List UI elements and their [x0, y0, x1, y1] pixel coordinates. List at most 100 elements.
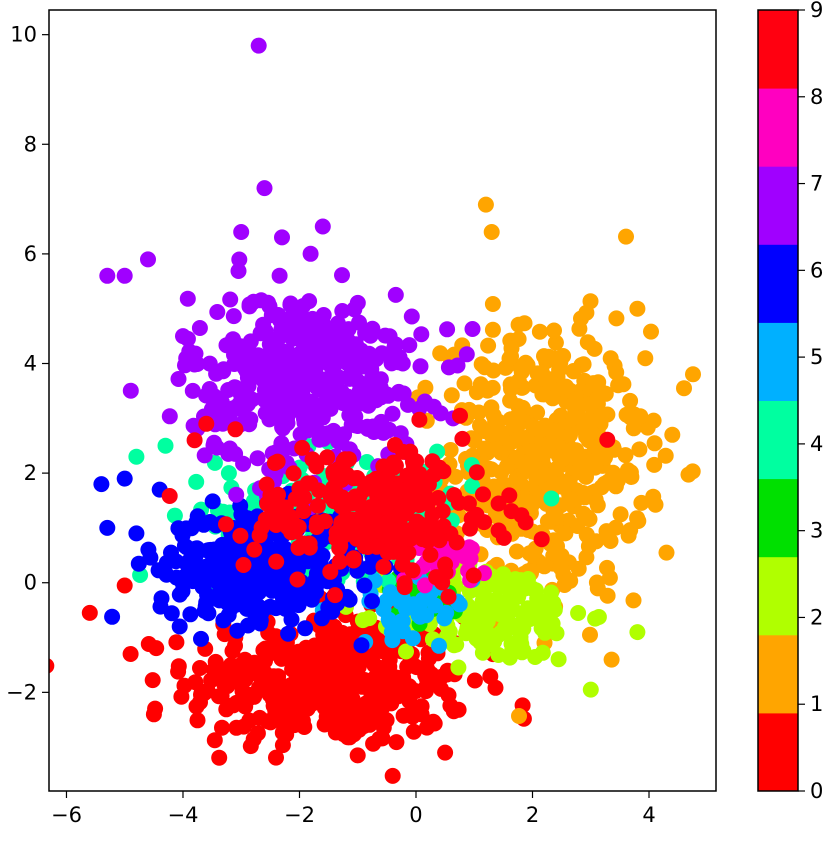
data-point [256, 365, 273, 382]
data-point [214, 719, 230, 736]
data-point [300, 689, 317, 705]
data-point [461, 539, 478, 556]
data-point [345, 552, 362, 569]
data-point [116, 577, 133, 594]
data-point [289, 571, 306, 588]
data-point [214, 415, 231, 432]
data-point [128, 448, 145, 465]
data-point [466, 672, 483, 689]
data-point [269, 453, 286, 470]
data-point [157, 437, 174, 454]
data-point [510, 372, 527, 389]
data-point [618, 228, 634, 245]
data-point [306, 637, 323, 654]
data-point [464, 478, 481, 494]
data-point [450, 659, 467, 676]
data-point [529, 404, 546, 421]
data-point [145, 706, 162, 723]
data-point [249, 450, 266, 467]
data-point [454, 430, 471, 447]
data-point [487, 679, 504, 696]
data-point [261, 686, 278, 703]
data-point [582, 293, 599, 310]
colorbar-band [758, 478, 798, 558]
data-point [456, 375, 473, 392]
data-point [196, 603, 213, 619]
data-point [580, 538, 597, 555]
data-point [167, 553, 184, 570]
data-point [622, 409, 639, 426]
data-point [290, 643, 307, 660]
data-point [349, 747, 366, 764]
colorbar-tick-label: 4 [810, 432, 823, 456]
data-point [232, 338, 249, 355]
data-point [199, 682, 216, 699]
data-point [259, 351, 276, 368]
data-point [99, 519, 116, 536]
data-point [314, 218, 331, 235]
data-point [209, 439, 226, 456]
data-point [424, 506, 441, 523]
data-point [369, 681, 386, 698]
data-point [216, 626, 233, 643]
data-point [273, 321, 290, 338]
data-point [116, 267, 133, 284]
data-point [512, 359, 529, 376]
data-point [599, 431, 616, 448]
colorbar-band [758, 634, 798, 714]
data-point [256, 180, 273, 197]
data-point [579, 411, 595, 428]
data-point [168, 634, 185, 651]
data-point [365, 735, 382, 752]
data-point [319, 657, 336, 674]
data-point [292, 712, 309, 729]
data-point [182, 606, 199, 623]
data-point [388, 734, 405, 751]
data-point [81, 604, 98, 621]
data-point [598, 523, 615, 540]
data-point [585, 375, 602, 392]
data-point [546, 601, 563, 618]
data-point [570, 560, 587, 577]
plot-frame [48, 9, 717, 792]
data-point [385, 454, 402, 471]
data-point [284, 661, 301, 678]
y-tick-label: 2 [24, 461, 37, 485]
data-point [440, 588, 457, 605]
data-point [383, 690, 400, 707]
data-point [158, 566, 175, 583]
data-point [268, 749, 284, 766]
data-point [391, 349, 408, 366]
data-point [336, 642, 353, 658]
data-point [430, 490, 447, 506]
data-point [271, 509, 288, 525]
data-point [242, 738, 259, 755]
y-axis: −2 0 2 4 6 8 10 [6, 23, 49, 704]
data-point [171, 618, 188, 635]
data-point [451, 596, 468, 613]
data-point [273, 435, 290, 452]
data-point [609, 472, 626, 489]
data-point [175, 328, 191, 345]
data-point [551, 448, 568, 465]
data-point [657, 447, 674, 464]
data-point [405, 457, 422, 474]
data-point [511, 429, 528, 446]
data-point [354, 509, 371, 526]
data-point [524, 547, 541, 564]
data-point [250, 37, 267, 54]
data-point [225, 308, 242, 325]
data-point [395, 385, 412, 402]
colorbar-band [758, 10, 798, 89]
data-point [375, 558, 392, 575]
data-point [439, 321, 456, 338]
data-point [546, 322, 562, 339]
data-point [257, 511, 274, 528]
data-point [353, 637, 370, 654]
data-point [588, 574, 605, 591]
data-point [622, 464, 639, 481]
data-point [268, 553, 285, 570]
data-point [362, 327, 379, 344]
scatter-points [49, 37, 701, 784]
data-point [646, 456, 663, 473]
